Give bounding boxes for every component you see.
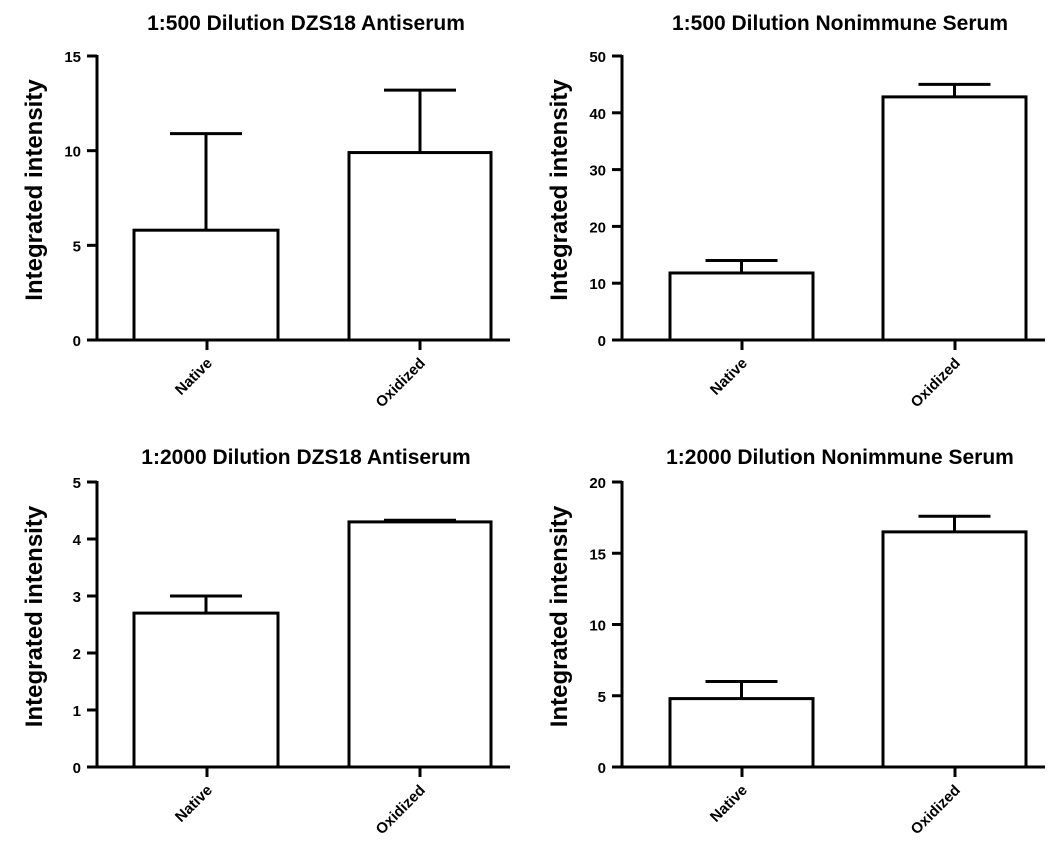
bar-oxidized [347,520,493,769]
chart-title: 1:2000 Dilution DZS18 Antiserum [141,446,470,469]
y-tick-label: 5 [598,689,606,706]
x-tick-label: Oxidized [908,355,964,411]
x-tick-label: Oxidized [373,355,429,411]
y-tick-label: 3 [73,589,81,606]
bar-native [668,271,815,342]
bar-native [132,228,280,342]
y-tick-label: 20 [589,219,606,236]
y-axis-label: Integrated intensity [21,79,48,301]
chart-title: 1:500 Dilution DZS18 Antiserum [147,12,465,35]
x-tick-label: Native [707,355,751,399]
y-axis-label: Integrated intensity [21,505,48,727]
chart-panel-4: 1:2000 Dilution Nonimmune Serum Integrate… [546,446,1045,838]
x-tick-label: Native [707,782,751,826]
y-tick-label: 10 [589,618,606,635]
y-tick-label: 0 [598,760,606,777]
y-tick-label: 40 [589,106,606,123]
bar-oxidized [881,95,1028,342]
y-tick-label: 15 [589,546,606,563]
chart-panel-1: 1:500 Dilution DZS18 Antiserum Integrated… [21,12,510,411]
bar-native [668,697,815,769]
bar-oxidized [881,530,1028,769]
y-tick-label: 2 [73,646,81,663]
chart-title: 1:2000 Dilution Nonimmune Serum [666,446,1014,469]
chart-title: 1:500 Dilution Nonimmune Serum [672,12,1008,35]
x-tick-label: Oxidized [908,782,964,838]
y-tick-label: 5 [73,238,81,255]
x-tick-label: Native [172,355,216,399]
bar-oxidized [347,151,493,342]
chart-panel-3: 1:2000 Dilution DZS18 Antiserum Integrate… [21,446,510,838]
x-tick-label: Native [172,782,216,826]
chart-panel-2: 1:500 Dilution Nonimmune Serum Integrated… [546,12,1045,411]
y-tick-label: 5 [73,475,81,492]
y-tick-label: 10 [589,276,606,293]
y-tick-label: 10 [64,144,81,161]
y-tick-label: 20 [589,475,606,492]
x-tick-label: Oxidized [373,782,429,838]
y-tick-label: 30 [589,163,606,180]
y-tick-label: 0 [73,760,81,777]
y-axis-label: Integrated intensity [546,79,573,301]
y-axis-label: Integrated intensity [546,505,573,727]
y-tick-label: 1 [73,703,81,720]
y-tick-label: 50 [589,49,606,66]
y-tick-label: 0 [598,333,606,350]
y-tick-label: 4 [73,532,82,549]
y-tick-label: 15 [64,49,81,66]
bar-native [132,611,280,769]
y-tick-label: 0 [73,333,81,350]
